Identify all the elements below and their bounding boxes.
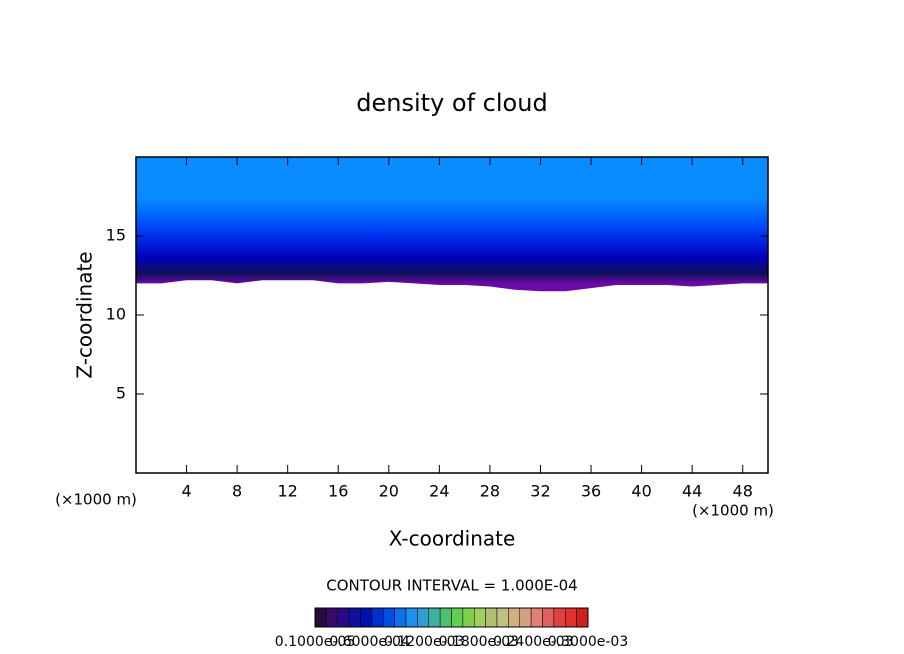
colorbar-swatch — [462, 607, 475, 628]
colorbar-swatch — [394, 607, 407, 628]
colorbar-swatch — [428, 607, 441, 628]
cloud-field — [136, 157, 768, 292]
colorbar-label: 0.6000e-04 — [329, 634, 410, 650]
x-tick-label: 24 — [429, 482, 449, 501]
x-unit: (×1000 m) — [692, 502, 774, 520]
x-tick-label: 44 — [682, 482, 702, 501]
colorbar-swatch — [326, 607, 338, 628]
colorbar-swatch — [371, 607, 384, 628]
colorbar-swatch — [337, 607, 350, 628]
colorbar-swatch — [360, 607, 373, 628]
x-tick-label: 16 — [328, 482, 348, 501]
colorbar-swatch — [439, 607, 452, 628]
colorbar-swatch — [383, 607, 395, 628]
y-tick-label: 15 — [106, 226, 126, 245]
y-axis-label: Z-coordinate — [73, 251, 97, 378]
colorbar-swatch — [485, 607, 498, 628]
colorbar-label: 0.2400e-03 — [493, 634, 573, 650]
colorbar-swatch — [417, 607, 429, 628]
x-tick-label: 40 — [631, 482, 651, 501]
chart-title: density of cloud — [356, 89, 547, 117]
x-tick-label: 32 — [530, 482, 550, 501]
colorbar-frame — [314, 607, 589, 628]
colorbar-swatch — [542, 607, 555, 628]
colorbar-swatch — [451, 607, 464, 628]
annotation: CONTOUR INTERVAL = 1.000E-04 — [326, 577, 577, 595]
x-tick-label: 8 — [232, 482, 242, 501]
colorbar-swatch — [553, 607, 566, 628]
colorbar-swatch — [314, 607, 327, 628]
colorbar-swatch — [474, 607, 486, 628]
x-tick-label: 28 — [480, 482, 500, 501]
colorbar-swatch — [519, 607, 532, 628]
colorbar-swatch — [405, 607, 418, 628]
x-tick-label: 20 — [379, 482, 399, 501]
x-axis-label: X-coordinate — [389, 527, 516, 551]
colorbar-label: 0.1000e-05 — [275, 634, 355, 650]
colorbar-label: 0.3000e-03 — [548, 634, 628, 650]
colorbar-swatch — [348, 607, 361, 628]
colorbar-swatch — [508, 607, 520, 628]
y-tick-label: 10 — [106, 305, 126, 324]
x-tick-label: 12 — [278, 482, 298, 501]
y-tick-label: 5 — [116, 384, 126, 403]
x-tick-label: 4 — [181, 482, 191, 501]
colorbar-label: 0.1200e-03 — [384, 634, 464, 650]
colorbar-swatch — [576, 607, 589, 628]
colorbar-label: 0.1800e-03 — [439, 634, 519, 650]
x-tick-label: 36 — [581, 482, 601, 501]
colorbar-swatch — [565, 607, 577, 628]
colorbar-swatch — [496, 607, 509, 628]
colorbar-swatch — [530, 607, 543, 628]
x-tick-label: 48 — [733, 482, 753, 501]
y-unit: (×1000 m) — [55, 491, 137, 509]
